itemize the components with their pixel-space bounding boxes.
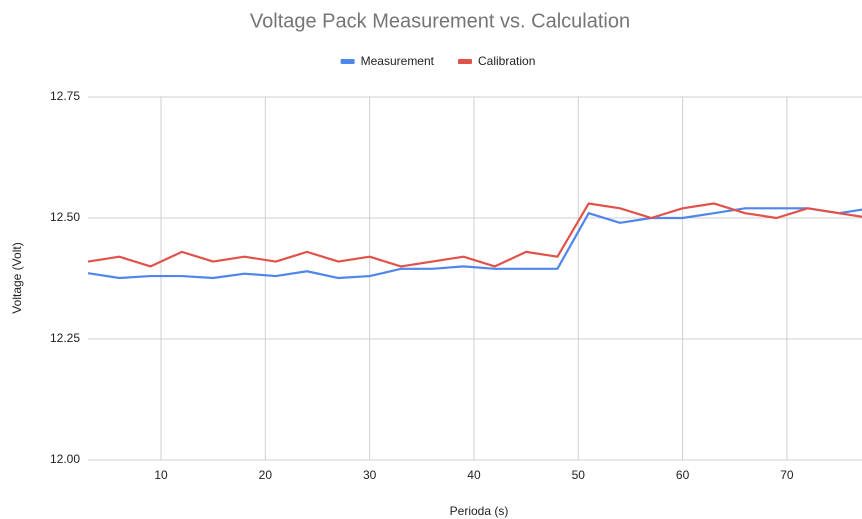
x-axis-label: Perioda (s): [450, 504, 509, 518]
x-tick-label: 60: [676, 468, 690, 482]
y-tick-label: 12.00: [50, 452, 80, 466]
x-tick-label: 20: [259, 468, 273, 482]
y-tick-label: 12.50: [50, 210, 80, 224]
x-tick-label: 10: [154, 468, 168, 482]
legend-label: Measurement: [361, 54, 435, 68]
y-tick-label: 12.25: [50, 331, 80, 345]
legend-swatch: [340, 59, 355, 64]
x-tick-label: 50: [572, 468, 586, 482]
legend-item: Calibration: [458, 54, 535, 68]
y-tick-label: 12.75: [50, 89, 80, 103]
data-line: [88, 202, 862, 268]
x-tick-label: 30: [363, 468, 377, 482]
legend-label: Calibration: [478, 54, 535, 68]
chart-title: Voltage Pack Measurement vs. Calculation: [250, 10, 630, 32]
legend-item: Measurement: [340, 54, 435, 68]
data-line: [88, 207, 862, 280]
x-tick-label: 70: [780, 468, 794, 482]
y-axis-label: Voltage (Volt): [10, 242, 24, 313]
plot-lines: [88, 202, 862, 280]
legend-swatch: [458, 59, 472, 64]
x-tick-label: 40: [467, 468, 481, 482]
